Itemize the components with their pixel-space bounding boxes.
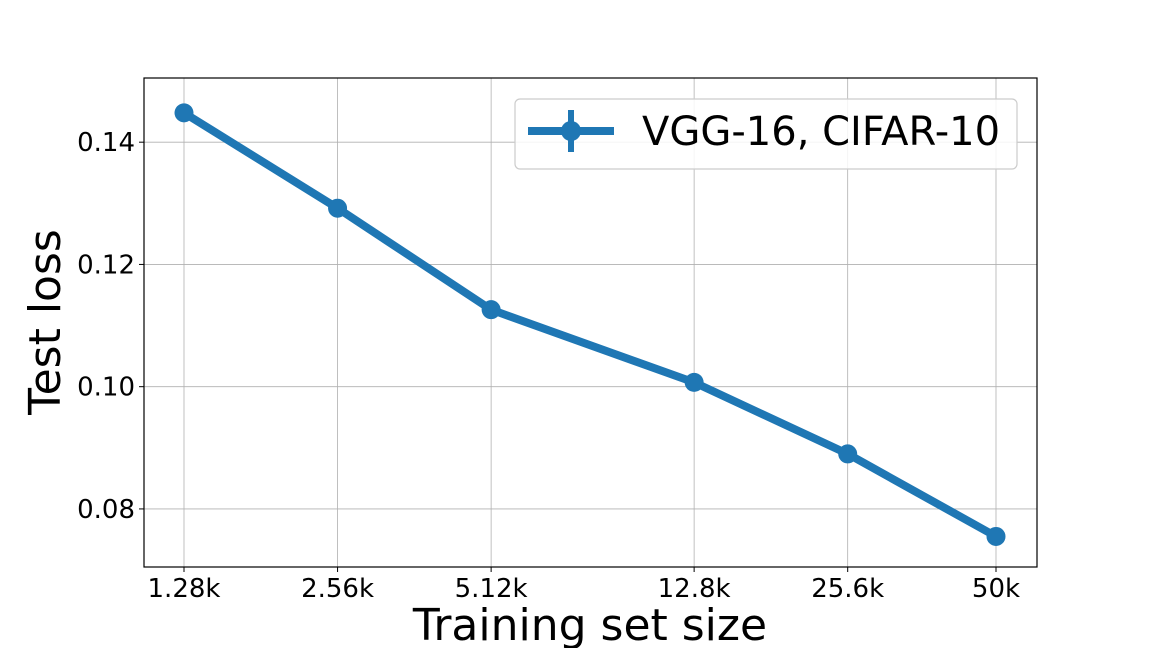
x-axis-ticks: 1.28k 2.56k 5.12k 12.8k 25.6k 50k (148, 567, 1020, 604)
y-axis-ticks: 0.08 0.10 0.12 0.14 (77, 128, 144, 525)
data-point (328, 198, 348, 218)
y-tick-label: 0.12 (77, 250, 135, 280)
plot-frame (143, 77, 1038, 568)
x-tick-label: 1.28k (148, 574, 221, 604)
legend-marker-swatch (561, 121, 581, 141)
data-point (986, 526, 1006, 546)
legend: VGG-16, CIFAR-10 (514, 98, 1018, 170)
y-tick-label: 0.14 (77, 128, 135, 158)
data-point (838, 444, 858, 464)
x-tick-label: 5.12k (455, 574, 528, 604)
x-tick-label: 12.8k (658, 574, 731, 604)
x-tick-label: 2.56k (301, 574, 374, 604)
y-tick-label: 0.08 (77, 495, 135, 525)
series-line (181, 109, 998, 540)
x-tick-label: 50k (972, 574, 1020, 604)
x-axis-label: Training set size (412, 600, 767, 648)
y-axis-label: Test loss (20, 229, 71, 416)
series-layer (174, 103, 1006, 546)
data-point (684, 372, 704, 392)
x-tick-label: 25.6k (811, 574, 884, 604)
y-tick-label: 0.10 (77, 373, 135, 403)
legend-box (514, 98, 1018, 170)
data-point (174, 103, 194, 123)
data-point (481, 300, 501, 320)
legend-label: VGG-16, CIFAR-10 (642, 109, 1000, 155)
